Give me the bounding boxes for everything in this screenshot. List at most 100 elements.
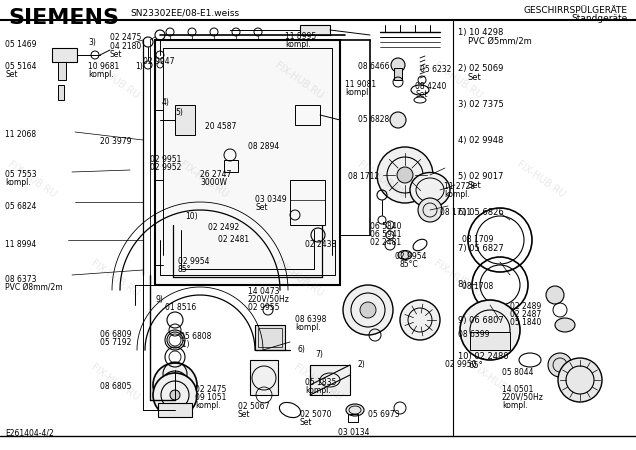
Text: 65°: 65°: [468, 361, 483, 370]
Text: FIX-HUB.RU: FIX-HUB.RU: [432, 61, 484, 101]
Text: Set: Set: [5, 70, 18, 79]
Text: FIX-HUB.RU: FIX-HUB.RU: [470, 362, 522, 403]
Text: Set: Set: [468, 181, 481, 190]
Text: 09 1051: 09 1051: [195, 393, 226, 402]
Text: 26 2747: 26 2747: [200, 170, 232, 179]
Text: kompl.: kompl.: [345, 88, 371, 97]
Text: 02 2487: 02 2487: [510, 310, 541, 319]
Text: 08 1709: 08 1709: [462, 235, 494, 244]
Text: 08 6805: 08 6805: [100, 382, 132, 391]
Ellipse shape: [555, 318, 575, 332]
Text: 03 0134: 03 0134: [338, 428, 370, 437]
Text: 3): 3): [88, 38, 96, 47]
Text: Set: Set: [468, 73, 481, 82]
Bar: [175, 105, 195, 135]
Text: 11 2068: 11 2068: [5, 130, 36, 139]
Text: 2) 02 5069: 2) 02 5069: [458, 64, 503, 73]
Text: 02 5070: 02 5070: [300, 410, 331, 419]
Text: 2): 2): [357, 360, 365, 369]
Text: FIX-HUB.RU: FIX-HUB.RU: [432, 259, 484, 299]
Text: 08 2894: 08 2894: [248, 142, 279, 151]
Text: E261404-4/2: E261404-4/2: [5, 429, 54, 438]
Text: 02 9954: 02 9954: [178, 257, 209, 266]
Text: kompl.: kompl.: [295, 323, 321, 332]
Circle shape: [360, 302, 376, 318]
Text: -1): -1): [180, 340, 191, 349]
Circle shape: [460, 300, 520, 360]
Text: 05 6232: 05 6232: [420, 65, 452, 74]
Text: 3) 02 7375: 3) 02 7375: [458, 100, 504, 109]
Text: 1): 1): [135, 62, 142, 71]
Circle shape: [558, 358, 602, 402]
Text: 05 6824: 05 6824: [5, 202, 36, 211]
Text: 02 2481: 02 2481: [218, 235, 249, 244]
Text: 05 7192: 05 7192: [100, 338, 132, 347]
Text: 02 9955: 02 9955: [248, 303, 279, 312]
Text: kompl.: kompl.: [305, 386, 331, 395]
Ellipse shape: [410, 172, 450, 207]
Text: 08 1708: 08 1708: [462, 282, 494, 291]
Circle shape: [377, 147, 433, 203]
Text: 5) 02 9017: 5) 02 9017: [458, 172, 503, 181]
Text: 05 1835: 05 1835: [305, 378, 336, 387]
Text: 10): 10): [185, 212, 198, 221]
Text: 02 2489: 02 2489: [510, 302, 541, 311]
Text: 4): 4): [162, 98, 170, 107]
Text: 220V/50Hz: 220V/50Hz: [502, 393, 544, 402]
Text: 03 0349: 03 0349: [255, 195, 287, 204]
Text: 05 1840: 05 1840: [510, 318, 541, 327]
Text: kompl.: kompl.: [444, 190, 470, 199]
Circle shape: [170, 390, 180, 400]
Bar: [300, 25, 330, 35]
Text: 11 8995: 11 8995: [285, 32, 316, 41]
Text: Set: Set: [255, 203, 268, 212]
Text: kompl.: kompl.: [195, 401, 221, 410]
Text: 05 6808: 05 6808: [180, 332, 211, 341]
Text: 02 2481: 02 2481: [370, 238, 401, 247]
Circle shape: [546, 286, 564, 304]
Bar: [310, 365, 350, 395]
Text: 7) 05 6827: 7) 05 6827: [458, 244, 504, 253]
Bar: [58, 62, 66, 80]
Text: 08 1711: 08 1711: [440, 208, 471, 217]
Text: FIX-HUB.RU: FIX-HUB.RU: [6, 160, 58, 200]
Text: 11 9081: 11 9081: [345, 80, 376, 89]
Text: 4) 02 9948: 4) 02 9948: [458, 136, 503, 145]
Text: kompl.: kompl.: [88, 70, 114, 79]
Circle shape: [343, 285, 393, 335]
Circle shape: [400, 300, 440, 340]
Bar: [258, 328, 282, 347]
Text: FIX-HUB.RU: FIX-HUB.RU: [88, 259, 141, 299]
Bar: [58, 85, 64, 100]
Text: 20 3979: 20 3979: [100, 137, 132, 146]
Text: SN23302EE/08-E1.weiss: SN23302EE/08-E1.weiss: [130, 9, 239, 18]
Bar: [348, 414, 358, 422]
Text: 8) —: 8) —: [458, 280, 478, 289]
Text: 02 2475: 02 2475: [110, 33, 141, 42]
Text: Standgeräte: Standgeräte: [572, 14, 628, 23]
Text: 20 4587: 20 4587: [205, 122, 237, 131]
Text: FIX-HUB.RU: FIX-HUB.RU: [273, 259, 325, 299]
Text: PVC Ø5mm/2m: PVC Ø5mm/2m: [468, 37, 532, 46]
Text: 05 1469: 05 1469: [5, 40, 36, 49]
Text: 05 6828: 05 6828: [358, 115, 389, 124]
Text: 7): 7): [315, 350, 323, 359]
Circle shape: [418, 198, 442, 222]
Text: 02 9952: 02 9952: [150, 163, 181, 172]
Text: 02 5067: 02 5067: [238, 402, 270, 411]
Text: 6) 05 6826: 6) 05 6826: [458, 208, 504, 217]
Circle shape: [548, 353, 572, 377]
Bar: [250, 360, 278, 395]
Circle shape: [153, 363, 197, 407]
Circle shape: [391, 58, 405, 72]
Text: FIX-HUB.RU: FIX-HUB.RU: [88, 362, 141, 403]
Text: 1) 10 4298: 1) 10 4298: [458, 28, 503, 37]
Text: 5): 5): [175, 108, 183, 117]
Text: 06 6809: 06 6809: [100, 330, 132, 339]
Text: kompl.: kompl.: [5, 178, 31, 187]
Text: 6): 6): [297, 345, 305, 354]
Bar: [158, 403, 192, 417]
Text: 220V/50Hz: 220V/50Hz: [248, 295, 290, 304]
Text: 02 9950: 02 9950: [445, 360, 476, 369]
Text: SIEMENS: SIEMENS: [8, 8, 119, 28]
